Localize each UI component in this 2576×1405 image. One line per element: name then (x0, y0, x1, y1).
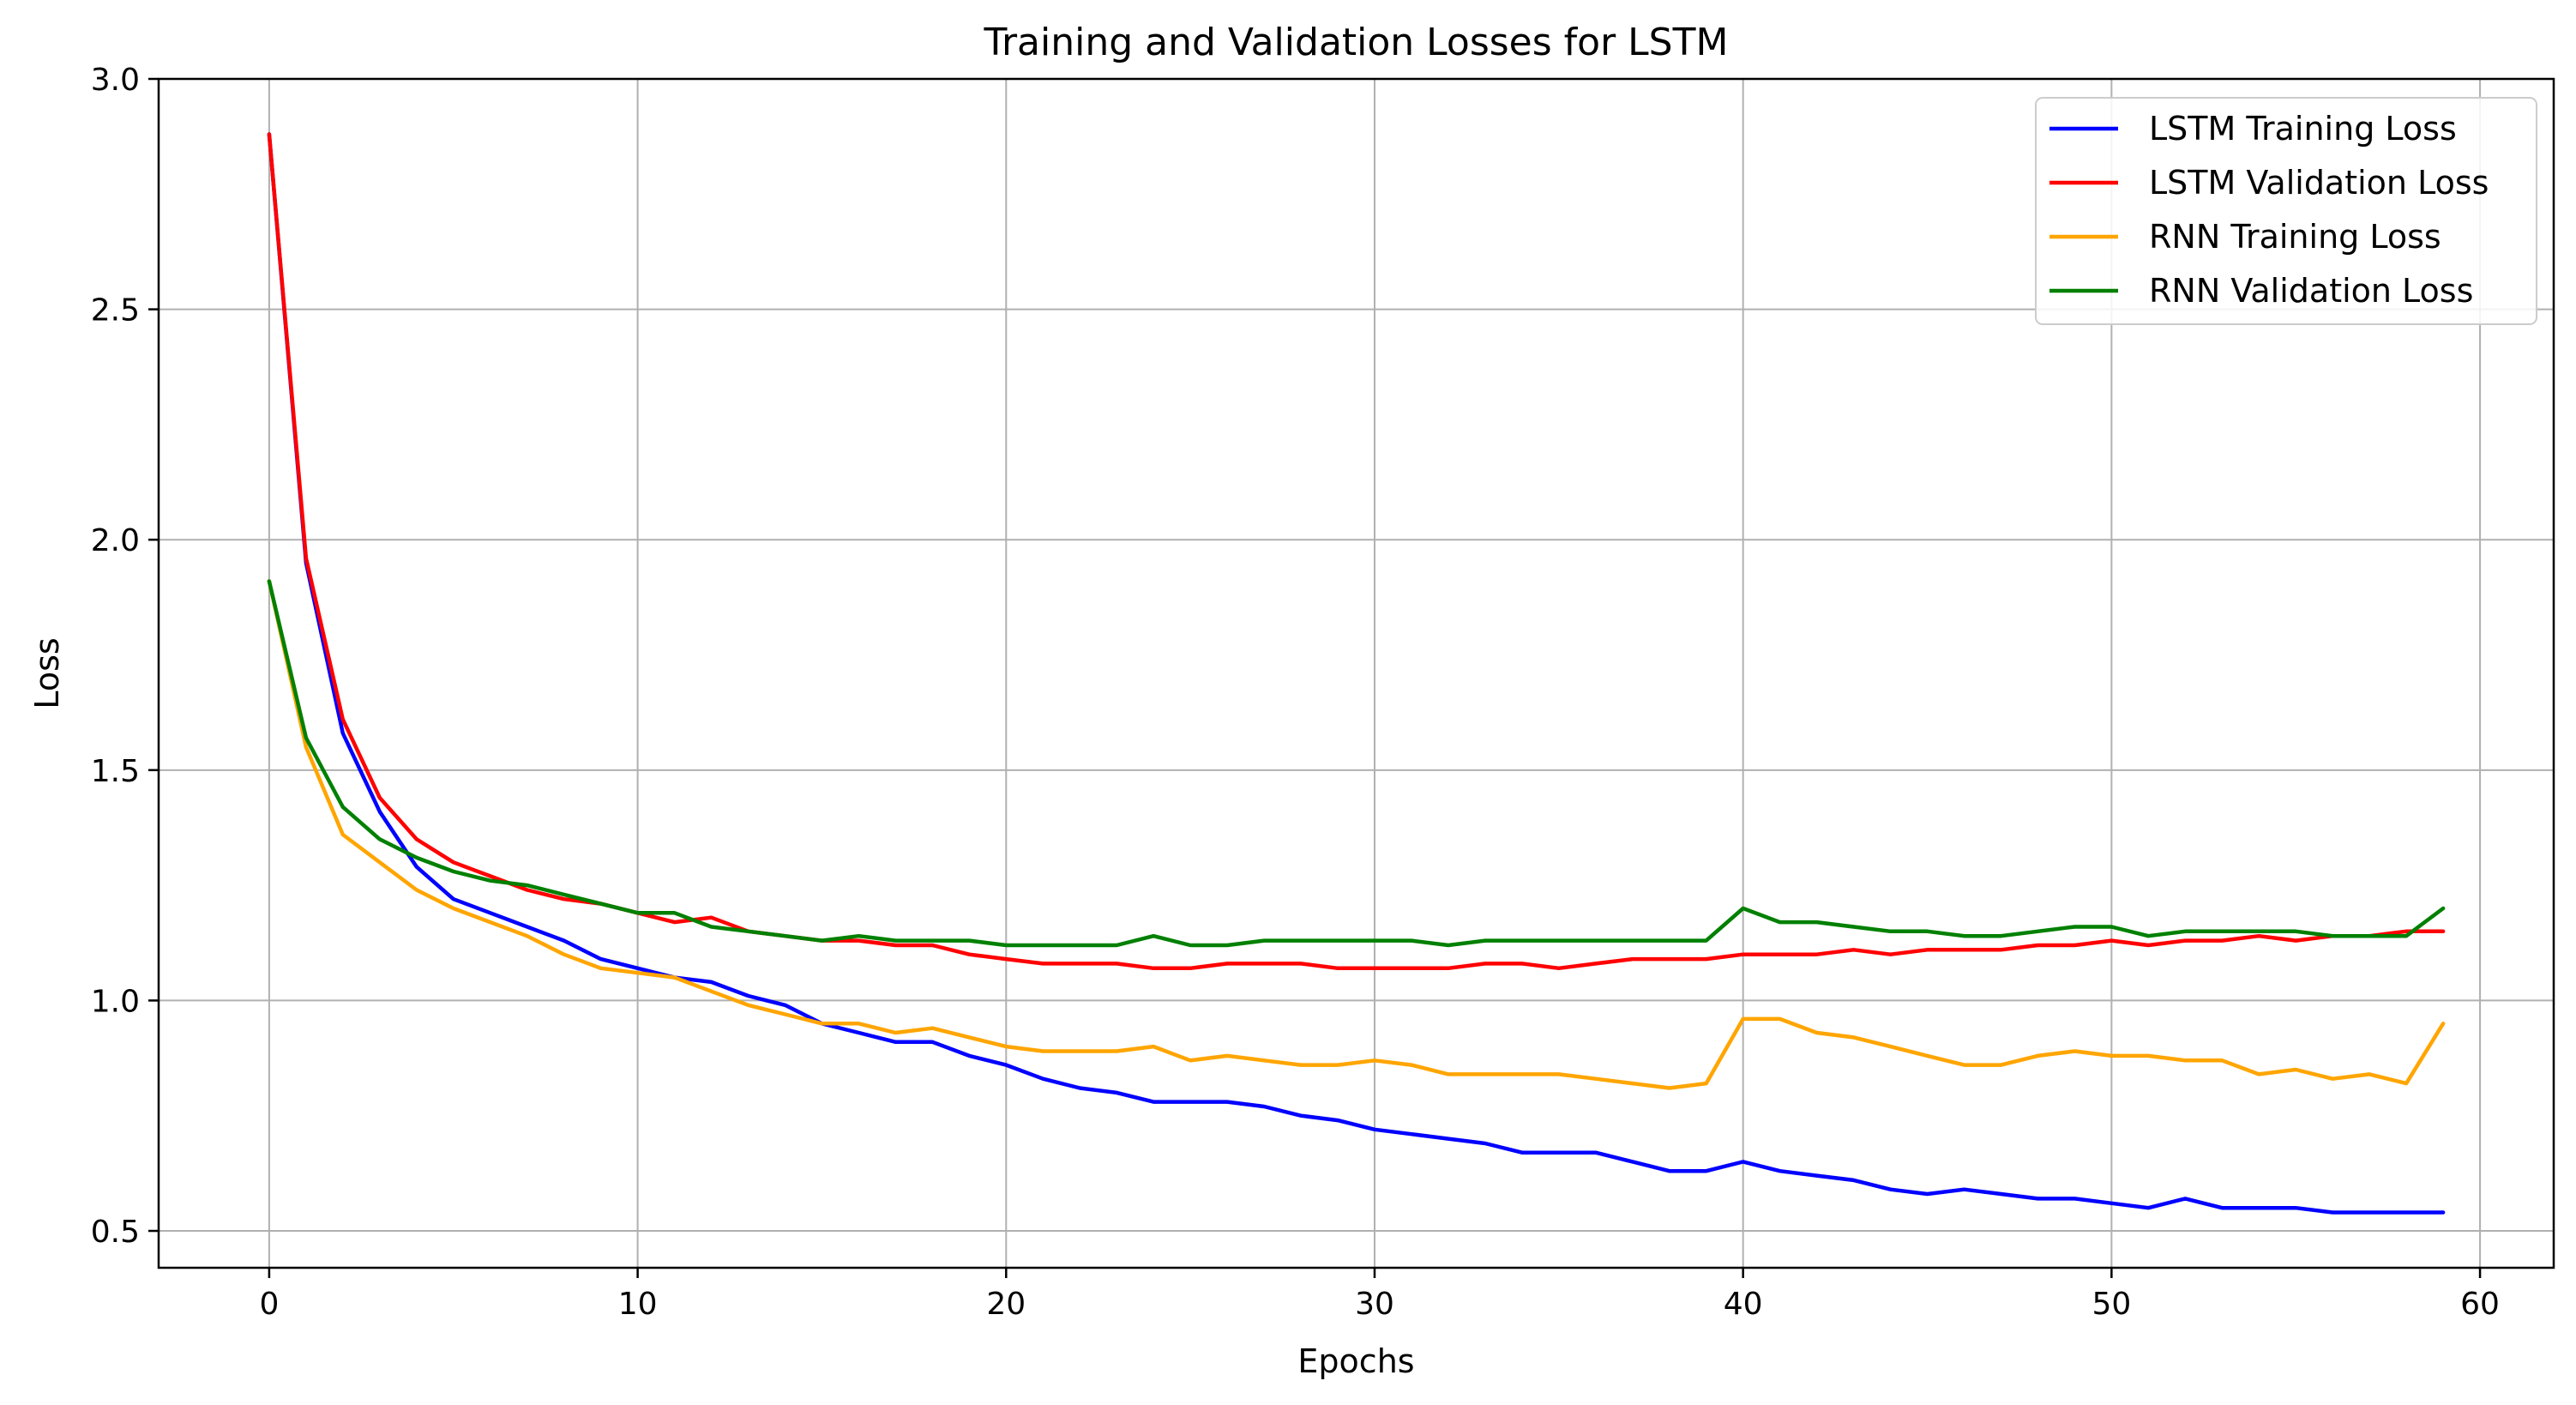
lstm-validation-loss-legend-label: LSTM Validation Loss (2149, 164, 2489, 202)
grid-layer (159, 78, 2554, 1268)
y-tick-label: 1.0 (91, 984, 140, 1019)
lstm-training-loss-legend-label: LSTM Training Loss (2149, 110, 2457, 148)
x-tick-label: 20 (986, 1287, 1026, 1322)
x-axis-label: Epochs (1297, 1342, 1414, 1380)
legend-box (2035, 97, 2537, 325)
x-tick-label: 50 (2091, 1287, 2131, 1322)
legend: LSTM Training Loss LSTM Validation Loss RN… (2035, 97, 2537, 325)
plot-frame (157, 77, 2555, 1269)
tick-layer: 0 10 20 30 40 50 60 0.5 1.0 1.5 2.0 2.5 3.0 (91, 63, 2500, 1322)
chart-title: Training and Validation Losses for LSTM (984, 21, 1729, 64)
x-tick-label: 60 (2460, 1287, 2500, 1322)
rnn-validation-loss-legend-label: RNN Validation Loss (2149, 272, 2473, 310)
x-tick-label: 0 (259, 1287, 279, 1322)
y-tick-label: 3.0 (91, 63, 140, 98)
series-layer (267, 132, 2446, 1215)
lstm-training-loss-line (267, 132, 2446, 1215)
x-tick-label: 30 (1355, 1287, 1394, 1322)
y-tick-label: 2.0 (91, 523, 140, 558)
y-tick-label: 2.5 (91, 293, 140, 329)
y-tick-label: 0.5 (91, 1215, 140, 1250)
rnn-training-loss-legend-label: RNN Training Loss (2149, 218, 2441, 256)
x-tick-label: 40 (1724, 1287, 1763, 1322)
rnn-validation-loss-line (267, 579, 2446, 948)
rnn-training-loss-line (267, 579, 2446, 1090)
y-axis-label: Loss (28, 637, 66, 709)
y-tick-label: 1.5 (91, 754, 140, 789)
x-tick-label: 10 (618, 1287, 658, 1322)
